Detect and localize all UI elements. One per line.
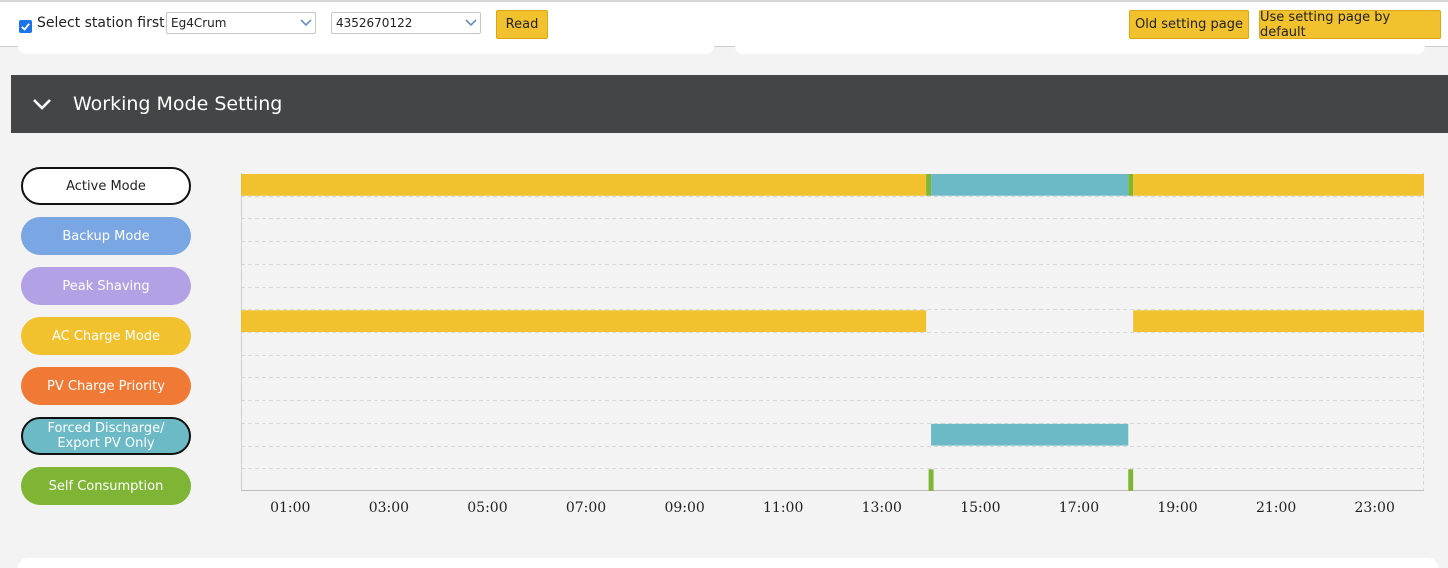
mode-label: PV Charge Priority: [47, 378, 165, 394]
x-tick-label: 21:00: [1255, 500, 1297, 516]
use-default-setting-page-button[interactable]: Use setting page by default: [1259, 10, 1441, 40]
x-tick-label: 05:00: [467, 500, 508, 516]
mode-label: Active Mode: [66, 178, 146, 194]
x-tick-label: 15:00: [960, 500, 1001, 516]
forced-discharge-button[interactable]: Forced Discharge/ Export PV Only: [21, 417, 191, 455]
timeline-bar[interactable]: [241, 310, 927, 332]
chevron-down-icon[interactable]: [31, 93, 53, 115]
old-setting-page-button[interactable]: Old setting page: [1129, 10, 1249, 39]
section-title: Working Mode Setting: [73, 93, 283, 115]
timeline-bar[interactable]: [931, 174, 1129, 196]
chevron-down-icon: [297, 13, 315, 33]
x-tick-label: 09:00: [664, 500, 705, 516]
panel-stub-left: [18, 46, 714, 54]
x-tick-label: 07:00: [565, 500, 607, 516]
check-icon: [21, 23, 30, 31]
mode-label: Forced Discharge/ Export PV Only: [47, 421, 165, 451]
timeline-bar[interactable]: [1133, 174, 1424, 196]
serial-select[interactable]: 4352670122: [331, 12, 481, 34]
read-button[interactable]: Read: [496, 10, 548, 39]
pv-charge-priority-button[interactable]: PV Charge Priority: [21, 367, 191, 405]
self-consumption-button[interactable]: Self Consumption: [21, 467, 191, 505]
top-toolbar: Select station first Eg4Crum 4352670122 …: [0, 0, 1448, 47]
x-tick-label: 13:00: [861, 500, 902, 516]
mode-label: AC Charge Mode: [51, 328, 161, 344]
next-panel-edge: [18, 558, 1438, 568]
x-tick-label: 01:00: [270, 500, 311, 516]
timeline-bar[interactable]: [931, 423, 1129, 446]
station-select-value: Eg4Crum: [171, 16, 227, 30]
mode-label: Self Consumption: [48, 478, 164, 494]
working-mode-section-header[interactable]: Working Mode Setting: [11, 75, 1448, 133]
backup-mode-button[interactable]: Backup Mode: [21, 217, 191, 255]
x-tick-label: 23:00: [1354, 500, 1395, 516]
x-tick-label: 17:00: [1058, 500, 1100, 516]
timeline-bar[interactable]: [1128, 469, 1134, 491]
mode-label: Backup Mode: [62, 228, 150, 244]
select-station-label: Select station first: [37, 15, 165, 31]
station-select[interactable]: Eg4Crum: [166, 12, 316, 34]
mode-label: Peak Shaving: [62, 278, 150, 294]
serial-select-value: 4352670122: [336, 16, 413, 30]
timeline-bar[interactable]: [928, 469, 934, 491]
x-tick-label: 03:00: [368, 500, 410, 516]
x-tick-label: 11:00: [763, 500, 804, 516]
working-mode-timeline-chart[interactable]: [241, 173, 1424, 491]
ac-charge-mode-button[interactable]: AC Charge Mode: [21, 317, 191, 355]
chevron-down-icon: [462, 13, 480, 33]
select-station-checkbox[interactable]: [19, 20, 32, 33]
x-tick-label: 19:00: [1157, 500, 1198, 516]
timeline-bar[interactable]: [1133, 310, 1424, 332]
timeline-bar[interactable]: [241, 174, 927, 196]
timeline-bar[interactable]: [926, 174, 932, 196]
peak-shaving-button[interactable]: Peak Shaving: [21, 267, 191, 305]
active-mode-button[interactable]: Active Mode: [21, 167, 191, 205]
panel-stub-right: [735, 46, 1425, 54]
timeline-bar[interactable]: [1128, 174, 1134, 196]
